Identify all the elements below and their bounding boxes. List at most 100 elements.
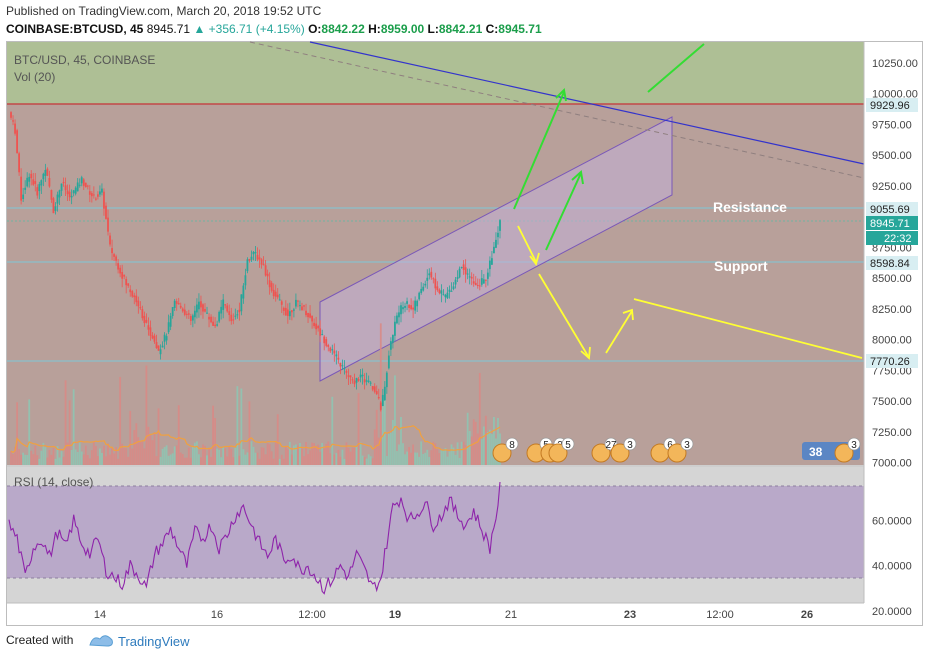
candle-body (206, 312, 208, 314)
candle-body (34, 181, 37, 184)
candle-body (468, 276, 471, 278)
candle-body (250, 256, 253, 260)
volume-bar (303, 456, 305, 465)
candle-body (141, 309, 144, 319)
volume-bar (438, 453, 441, 465)
candle-body (97, 194, 99, 197)
candle-body (404, 305, 406, 308)
event-marker[interactable]: 3 (834, 437, 861, 463)
volume-bar (66, 442, 69, 465)
event-marker[interactable]: 3 (667, 437, 694, 463)
volume-bar (226, 456, 229, 465)
volume-bar (458, 457, 461, 465)
volume-bar (325, 443, 328, 465)
volume-bar (185, 457, 188, 465)
candle-body (383, 386, 386, 401)
volume-bar (497, 418, 499, 465)
y-tick-label: 8750.00 (872, 242, 912, 254)
event-markers[interactable]: 852527363383 (492, 437, 861, 463)
volume-bar (111, 447, 113, 465)
volume-bar (198, 454, 200, 465)
volume-bar (187, 447, 190, 465)
us-flag-icon (548, 443, 568, 463)
y-tick-label: 7000.00 (872, 458, 912, 470)
volume-bar (20, 454, 23, 465)
volume-bar (351, 447, 354, 465)
candle-body (214, 324, 216, 327)
candle-body (86, 185, 89, 187)
volume-bar (331, 396, 334, 465)
volume-bar (329, 453, 332, 465)
badge-timer: 22:32 (866, 231, 918, 245)
volume-bar (72, 389, 75, 465)
badge-9055: 9055.69 (866, 202, 918, 216)
volume-bar (60, 451, 63, 465)
candle-body (297, 300, 299, 302)
volume-bar (315, 445, 318, 465)
event-marker[interactable]: 5 (548, 437, 575, 463)
volume-bar (436, 449, 439, 465)
volume-bar (258, 458, 261, 465)
candle-body (315, 323, 318, 330)
candle-body (339, 363, 342, 367)
candle-body (276, 294, 279, 298)
volume-bar (167, 455, 170, 465)
candle-body (466, 273, 469, 275)
volume-bar (74, 449, 77, 465)
candle-body (329, 347, 332, 352)
volume-bar (212, 405, 214, 465)
candle-body (493, 246, 495, 254)
volume-bar (242, 449, 245, 465)
y-tick-label: 8000.00 (872, 335, 912, 347)
candle-body (167, 322, 170, 333)
ascending-channel (319, 116, 673, 382)
tradingview-link[interactable]: TradingView (118, 634, 190, 649)
candle-body (497, 232, 499, 238)
candle-body (278, 299, 281, 301)
candle-body (117, 263, 120, 270)
high-value: 8959.00 (380, 22, 425, 36)
candle-body (414, 300, 417, 311)
volume-bar (307, 454, 309, 465)
volume-bar (284, 446, 287, 465)
tradingview-logo-icon[interactable] (88, 631, 114, 649)
candle-body (80, 177, 83, 184)
candle-body (189, 316, 192, 321)
candle-body (458, 268, 461, 278)
volume-bar (353, 447, 356, 465)
candle-body (119, 267, 122, 274)
volume-bar (99, 448, 101, 465)
volume-bar (26, 454, 29, 465)
volume-bar (14, 446, 16, 465)
chart-frame (6, 41, 923, 626)
candle-body (377, 397, 380, 399)
candle-body (460, 267, 463, 269)
candle-body (60, 183, 63, 191)
candle-body (408, 305, 410, 309)
volume-bar (359, 442, 362, 465)
volume-bar (64, 380, 67, 465)
candle-body (22, 194, 25, 199)
candle-body (238, 309, 241, 313)
event-marker[interactable]: 3 (610, 437, 637, 463)
volume-bar (189, 457, 192, 465)
candle-body (198, 301, 200, 310)
candle-body (44, 169, 47, 176)
volume-bar (137, 437, 140, 465)
volume-bar (448, 451, 451, 465)
volume-bar (268, 444, 271, 465)
volume-bar (84, 445, 87, 465)
event-marker[interactable]: 8 (492, 437, 519, 463)
volume-bar (82, 454, 85, 465)
candle-body (375, 391, 378, 395)
volume-bar (206, 455, 208, 465)
x-tick-label: 19 (389, 609, 401, 621)
candle-body (153, 335, 156, 342)
volume-bar (94, 445, 97, 465)
volume-bar (478, 372, 481, 465)
candle-body (157, 345, 160, 351)
candle-body (430, 271, 433, 278)
candle-body (135, 295, 138, 303)
candle-body (452, 286, 455, 290)
